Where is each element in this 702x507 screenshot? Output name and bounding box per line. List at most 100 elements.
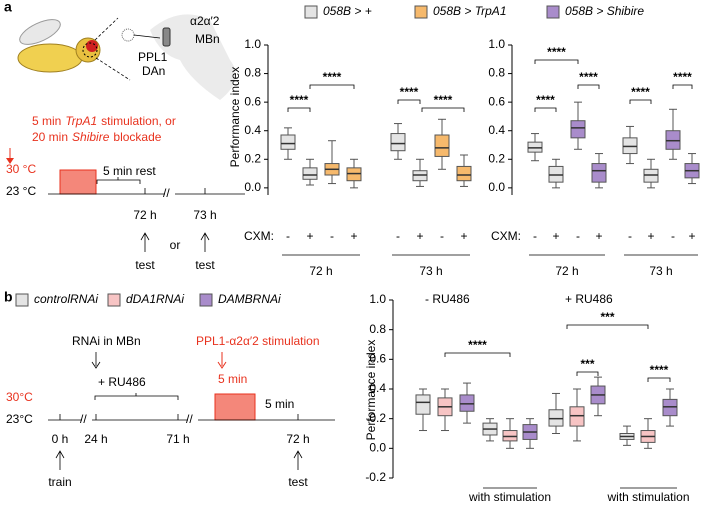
significance-label: **** [673, 70, 692, 84]
stimulation-block [59, 169, 97, 195]
box [570, 120, 586, 139]
y-tick-label: 1.0 [488, 37, 505, 51]
protocol-part: blockade [113, 130, 161, 144]
panel-label: a [4, 0, 12, 15]
y-tick-label: 0.4 [488, 123, 505, 137]
significance-label: **** [536, 93, 555, 107]
subgroup-label: with stimulation [468, 490, 551, 504]
box [456, 165, 472, 182]
protocol-text: 20 min Shibire blockade [32, 130, 162, 144]
arrow [91, 352, 101, 369]
y-tick-label: -0.2 [365, 470, 386, 484]
significance-bracket [577, 84, 600, 89]
significance-bracket [309, 84, 355, 89]
fly-illustration [17, 14, 236, 100]
y-tick-label: 0.8 [244, 66, 261, 80]
panel-label: b [4, 289, 13, 305]
significance-bracket [534, 107, 557, 112]
x-tick-label: - [671, 229, 675, 243]
subgroup-label: with stimulation [606, 490, 689, 504]
time-label: 72 h [286, 432, 309, 446]
event-label: test [288, 475, 308, 489]
event-arrow [55, 450, 303, 470]
break-mark: // [163, 186, 170, 200]
legend-swatch [107, 293, 121, 307]
protocol-part: 5 min [32, 114, 61, 128]
drug-label: + RU486 [98, 375, 146, 389]
rest-label: 5 min rest [103, 164, 156, 178]
significance-bracket [534, 59, 579, 64]
event-label: test [135, 258, 155, 272]
rnai-label: RNAi in MBn [72, 334, 141, 348]
event-label: train [48, 475, 71, 489]
arrow [217, 352, 227, 369]
x-tick-label: - [330, 229, 334, 243]
x-tick-label: - [440, 229, 444, 243]
x-tick-label: - [286, 229, 290, 243]
temperature: 30 °C [6, 162, 36, 176]
x-tick-label: - [396, 229, 400, 243]
significance-label: **** [547, 45, 566, 59]
y-tick-label: 0.4 [369, 381, 386, 395]
significance-label: *** [600, 310, 614, 324]
y-tick-label: 0.0 [369, 441, 386, 455]
x-tick-label: + [688, 229, 695, 243]
significance-bracket [647, 377, 671, 382]
y-tick-label: 0.2 [369, 411, 386, 425]
stimulation-block [214, 393, 256, 421]
significance-bracket [672, 84, 693, 89]
drug-bracket [94, 393, 179, 400]
significance-bracket [566, 324, 649, 329]
group-label: 72 h [309, 264, 332, 278]
stim-duration: 5 min [218, 372, 247, 386]
significance-label: **** [468, 338, 487, 352]
significance-label: **** [631, 85, 650, 99]
protocol-part: TrpA1 [65, 114, 97, 128]
cell-label: DAn [142, 64, 165, 78]
box [280, 134, 296, 150]
time-label: 72 h [133, 208, 156, 222]
box [415, 394, 431, 415]
legend-label: controlRNAi [34, 292, 98, 306]
time-tick [59, 414, 299, 420]
test-arrow [140, 232, 210, 252]
row-label: CXM: [244, 229, 274, 243]
temperature: 23 °C [6, 184, 36, 198]
y-axis-label: Performance index [364, 340, 378, 441]
significance-label: **** [434, 93, 453, 107]
time-label: 0 h [52, 432, 69, 446]
y-tick-label: 1.0 [369, 292, 386, 306]
break-mark: // [80, 412, 87, 426]
legend-label: 058B > + [323, 4, 372, 18]
box [434, 134, 450, 157]
legend-swatch [304, 5, 318, 19]
significance-bracket [287, 107, 311, 112]
group-label: 73 h [649, 264, 672, 278]
group-label: - RU486 [425, 292, 470, 306]
legend-swatch [15, 293, 29, 307]
y-tick-label: 0.8 [488, 66, 505, 80]
box [390, 133, 406, 152]
significance-bracket [397, 99, 421, 104]
significance-label: **** [323, 70, 342, 84]
protocol-part: stimulation, or [101, 114, 176, 128]
x-tick-label: + [552, 229, 559, 243]
y-axis-label: Performance index [228, 67, 242, 168]
x-tick-label: + [306, 229, 313, 243]
x-tick-label: + [647, 229, 654, 243]
neuron-label: MBn [195, 32, 220, 46]
temperature: 30°C [6, 390, 33, 404]
x-tick-label: + [350, 229, 357, 243]
legend-swatch [199, 293, 213, 307]
legend-label: DAMBRNAi [218, 292, 281, 306]
y-tick-label: 0.0 [488, 180, 505, 194]
y-tick-label: 0.0 [244, 180, 261, 194]
y-tick-label: 0.6 [244, 94, 261, 108]
box [302, 167, 318, 180]
arrow-head [6, 158, 14, 164]
protocol-part: Shibire [72, 130, 110, 144]
break-mark: // [186, 412, 193, 426]
group-label: + RU486 [565, 292, 613, 306]
cell-label: PPL1 [138, 50, 168, 64]
legend-label: 058B > Shibire [565, 4, 644, 18]
